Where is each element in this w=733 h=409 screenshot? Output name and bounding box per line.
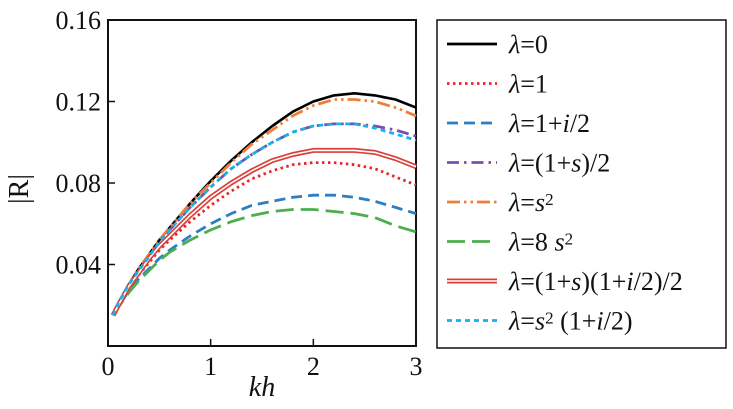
axes-group: 0 1 2 3 0.04 0.08 0.12 0.16 [56,6,423,381]
y-axis-label: |R| [4,174,35,204]
legend-frame [436,19,727,349]
legend-item: λ=1+i/2 [447,109,590,138]
y-tick-label: 0.12 [56,88,102,117]
y-tick-label: 0.04 [56,251,102,280]
x-tick-label: 2 [307,352,320,381]
series-line-2 [111,193,417,317]
legend-item: λ=(1+s)/2 [447,149,610,178]
series-group [110,92,417,317]
y-tick-label: 0.16 [56,6,102,35]
x-tick-label: 3 [410,352,423,381]
legend-label: λ=(1+s)(1+i/2)/2 [508,267,683,296]
legend-item: λ=s2 [447,188,554,217]
legend-label: λ=1 [508,70,548,99]
plot-frame [107,19,417,347]
series-line-inner-6 [112,149,417,316]
x-axis-label: kh [249,372,275,403]
legend-label: λ=0 [508,30,548,59]
series-line-7 [111,122,417,316]
series-line-4 [111,98,417,316]
x-tick-label: 0 [102,352,115,381]
legend-item: λ=s2 (1+i/2) [447,307,633,336]
legend-item: λ=1 [447,70,548,99]
y-tick-label: 0.08 [56,169,102,198]
plot-area [107,19,417,347]
legend-item: λ=8 s2 [447,228,573,257]
legend-item: λ=(1+s)(1+i/2)/2 [447,267,683,296]
legend-label: λ=8 s2 [508,228,573,257]
legend: λ=0 λ=1 λ=1+i/2 λ=(1+s)/2 λ=s2 λ=8 s2 λ=(1+s)(… [436,19,727,349]
series-line-5 [111,208,417,317]
series-line-0 [111,92,417,316]
legend-label: λ=s2 (1+i/2) [508,307,633,336]
legend-label: λ=(1+s)/2 [508,149,610,178]
legend-item: λ=0 [447,30,548,59]
x-tick-label: 1 [204,352,217,381]
legend-label: λ=1+i/2 [508,109,590,138]
legend-label: λ=s2 [508,188,554,217]
